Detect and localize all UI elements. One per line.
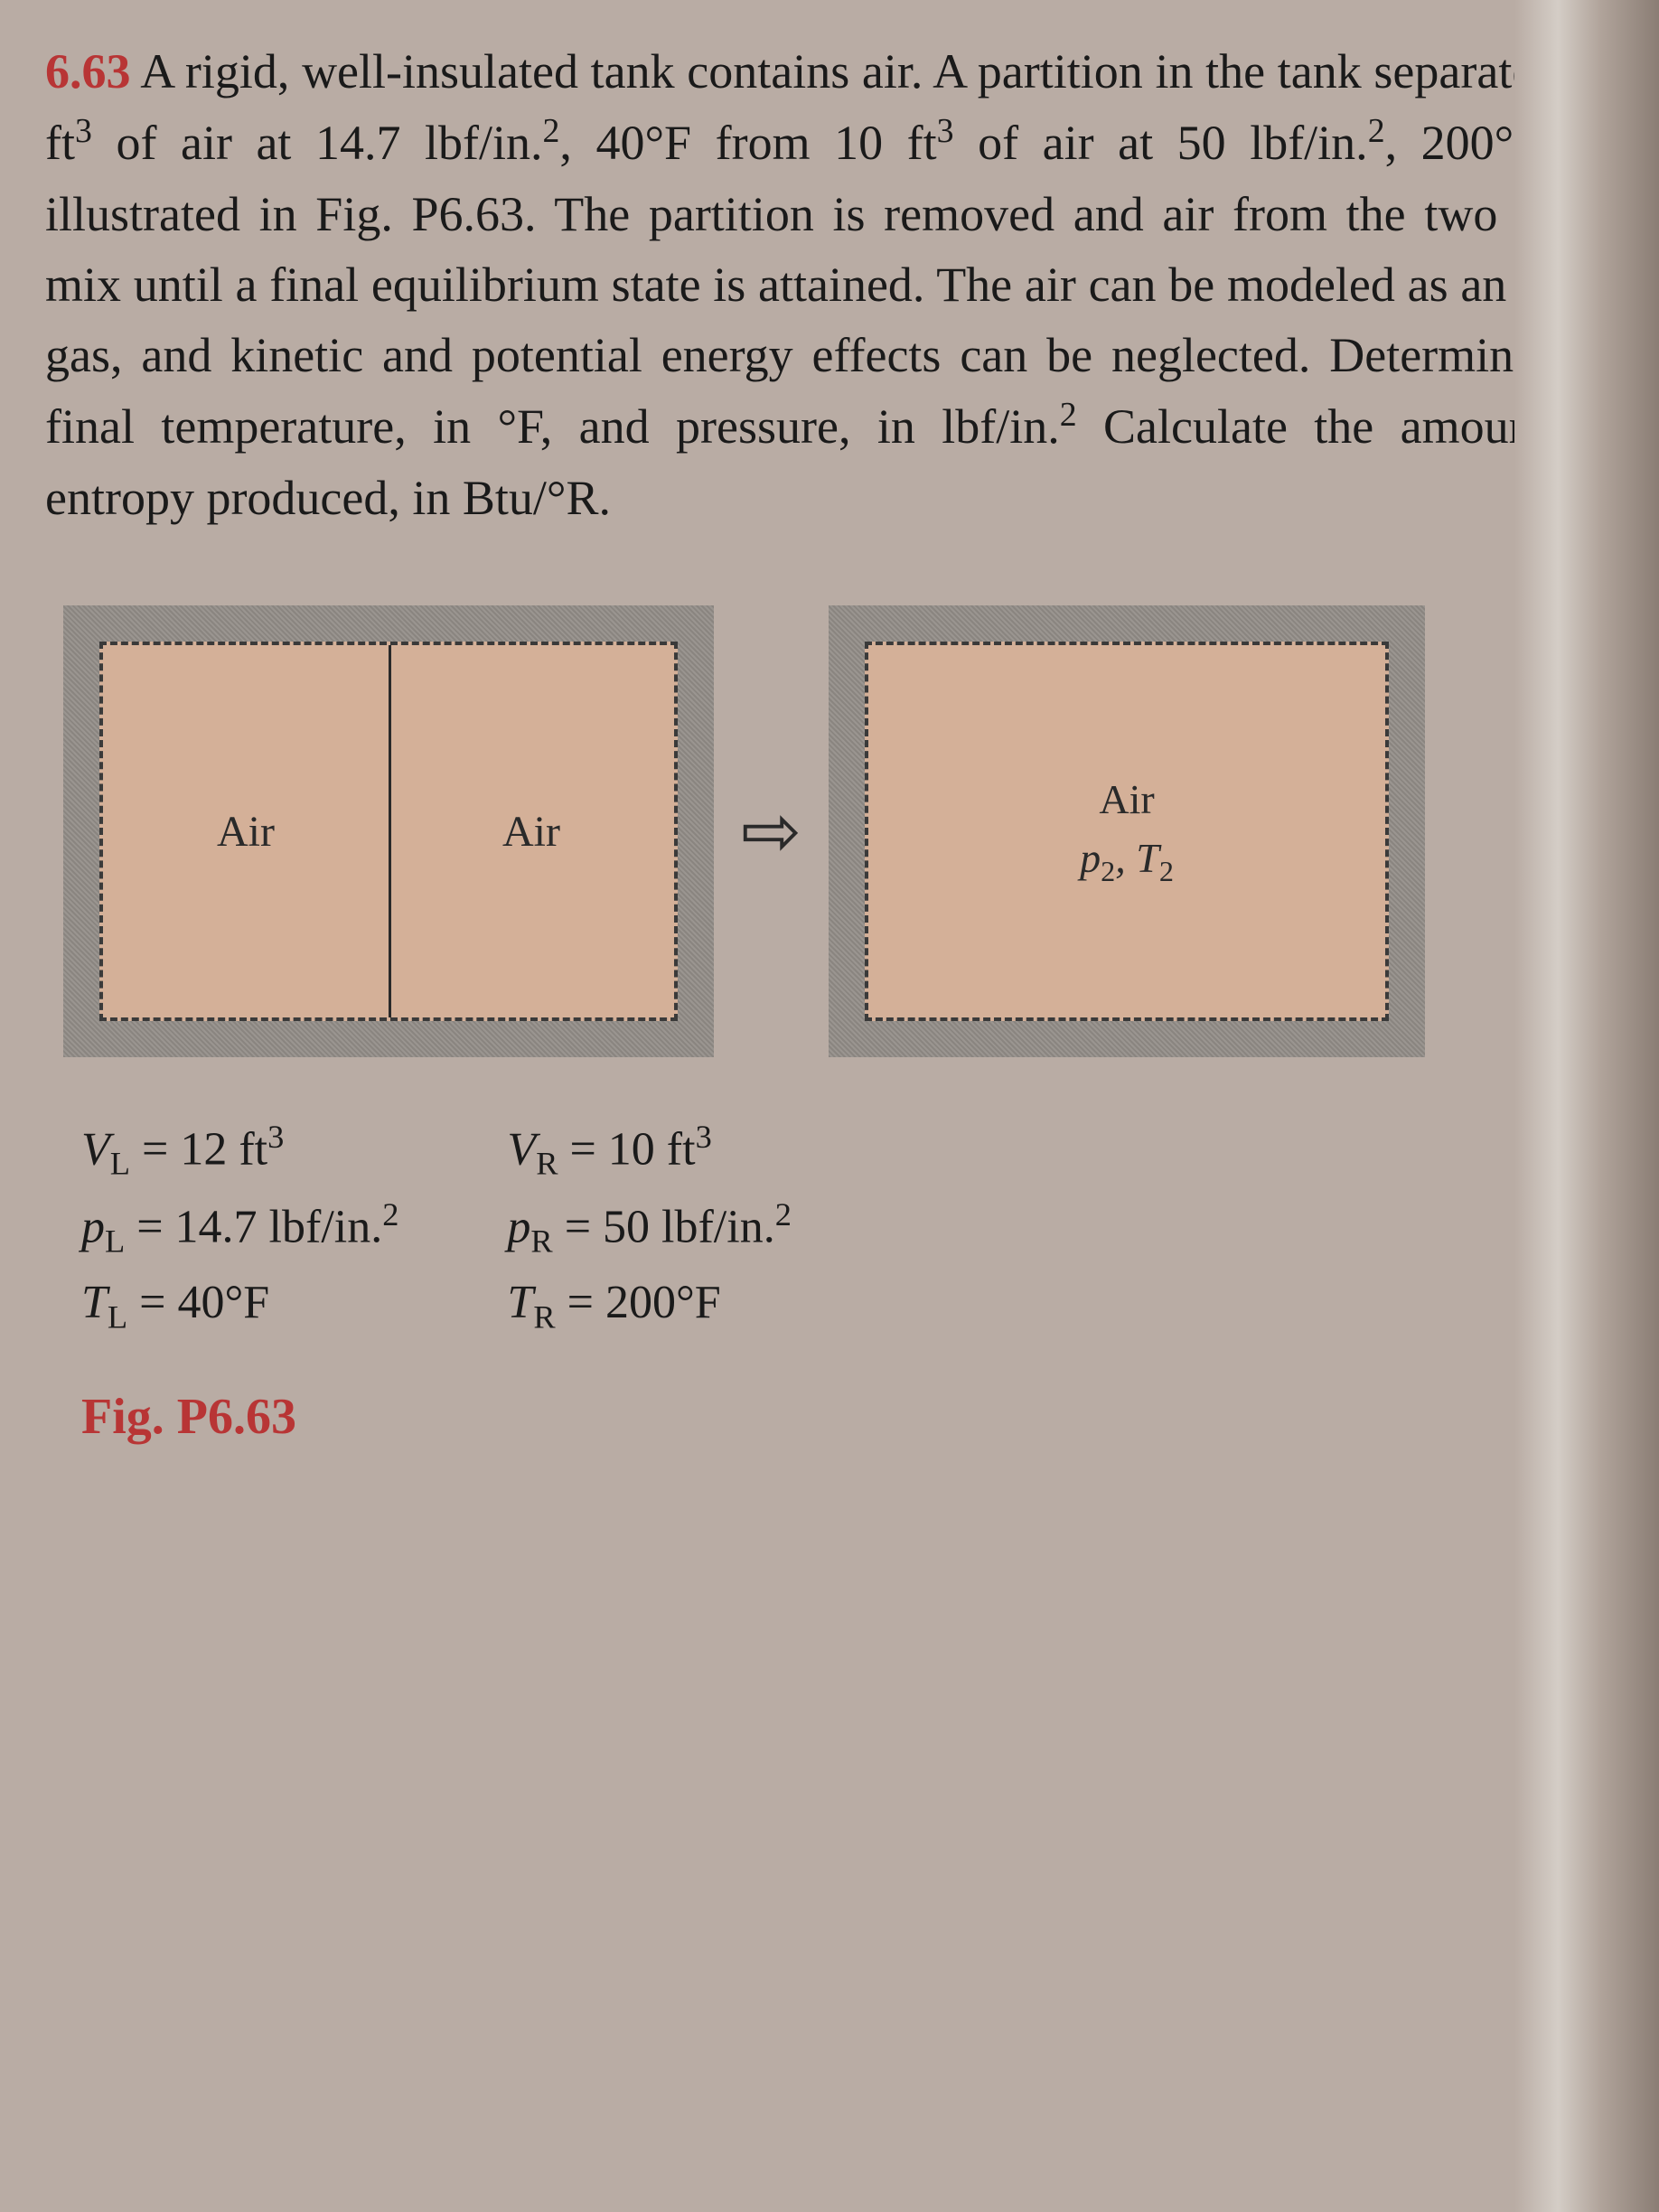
tank-interior: Air Air <box>99 642 678 1021</box>
final-tank: Air p2, T2 <box>829 605 1425 1057</box>
right-compartment-label: Air <box>502 807 560 857</box>
t2-symbol: , T <box>1115 835 1159 881</box>
left-givens: VL = 12 ft3 pL = 14.7 lbf/in.2 TL = 40°F <box>81 1111 398 1343</box>
problem-body-3: , 40°F from 10 ft <box>559 116 936 170</box>
final-state-label: Air p2, T2 <box>1080 771 1174 892</box>
final-state-vars: p2, T2 <box>1080 830 1174 892</box>
VR-line: VR = 10 ft3 <box>507 1111 791 1189</box>
arrow-icon: ⇨ <box>741 789 801 874</box>
tank-interior: Air p2, T2 <box>865 642 1389 1021</box>
figure-diagram: Air Air ⇨ Air p2, T2 <box>63 605 1614 1057</box>
TL-sym: T <box>81 1277 108 1328</box>
exponent: 3 <box>75 112 92 150</box>
TL-sub: L <box>108 1299 127 1336</box>
exponent: 3 <box>937 112 954 150</box>
VR-sym: V <box>507 1123 536 1175</box>
partition-wall <box>389 645 391 1017</box>
tank-insulation: Air Air <box>63 605 714 1057</box>
VL-exp: 3 <box>267 1119 284 1155</box>
TR-val: = 200°F <box>556 1277 721 1328</box>
pR-line: pR = 50 lbf/in.2 <box>507 1189 791 1267</box>
exponent: 2 <box>1060 396 1077 434</box>
exponent: 2 <box>1368 112 1385 150</box>
page-curl <box>1514 0 1659 2212</box>
pL-sym: p <box>81 1202 105 1253</box>
TR-sub: R <box>533 1299 555 1336</box>
pL-line: pL = 14.7 lbf/in.2 <box>81 1189 398 1267</box>
problem-statement: 6.63 A rigid, well-insulated tank contai… <box>45 36 1614 533</box>
t2-sub: 2 <box>1159 855 1174 887</box>
right-givens: VR = 10 ft3 pR = 50 lbf/in.2 TR = 200°F <box>507 1111 791 1343</box>
problem-number: 6.63 <box>45 44 131 98</box>
pL-val: = 14.7 lbf/in. <box>125 1202 382 1253</box>
tank-insulation: Air p2, T2 <box>829 605 1425 1057</box>
pR-val: = 50 lbf/in. <box>553 1202 775 1253</box>
TR-sym: T <box>507 1277 533 1328</box>
p2-symbol: p <box>1080 835 1101 881</box>
exponent: 2 <box>543 112 560 150</box>
VL-val: = 12 ft <box>130 1123 267 1175</box>
VL-sym: V <box>81 1123 110 1175</box>
VR-sub: R <box>536 1146 558 1182</box>
pL-sub: L <box>105 1223 125 1260</box>
pL-exp: 2 <box>382 1196 398 1233</box>
problem-body-4: of air at 50 lbf/in. <box>954 116 1368 170</box>
given-values: VL = 12 ft3 pL = 14.7 lbf/in.2 TL = 40°F… <box>81 1111 1614 1343</box>
final-gas-label: Air <box>1080 771 1174 829</box>
initial-tank: Air Air <box>63 605 714 1057</box>
TL-line: TL = 40°F <box>81 1267 398 1343</box>
pR-sub: R <box>530 1223 552 1260</box>
pR-sym: p <box>507 1202 530 1253</box>
TR-line: TR = 200°F <box>507 1267 791 1343</box>
VR-exp: 3 <box>696 1119 712 1155</box>
TL-val: = 40°F <box>127 1277 269 1328</box>
VL-line: VL = 12 ft3 <box>81 1111 398 1189</box>
figure-caption: Fig. P6.63 <box>81 1388 1614 1446</box>
pR-exp: 2 <box>775 1196 792 1233</box>
left-compartment-label: Air <box>217 807 275 857</box>
p2-sub: 2 <box>1101 855 1115 887</box>
problem-body-2: of air at 14.7 lbf/in. <box>92 116 543 170</box>
VL-sub: L <box>110 1146 130 1182</box>
VR-val: = 10 ft <box>558 1123 695 1175</box>
